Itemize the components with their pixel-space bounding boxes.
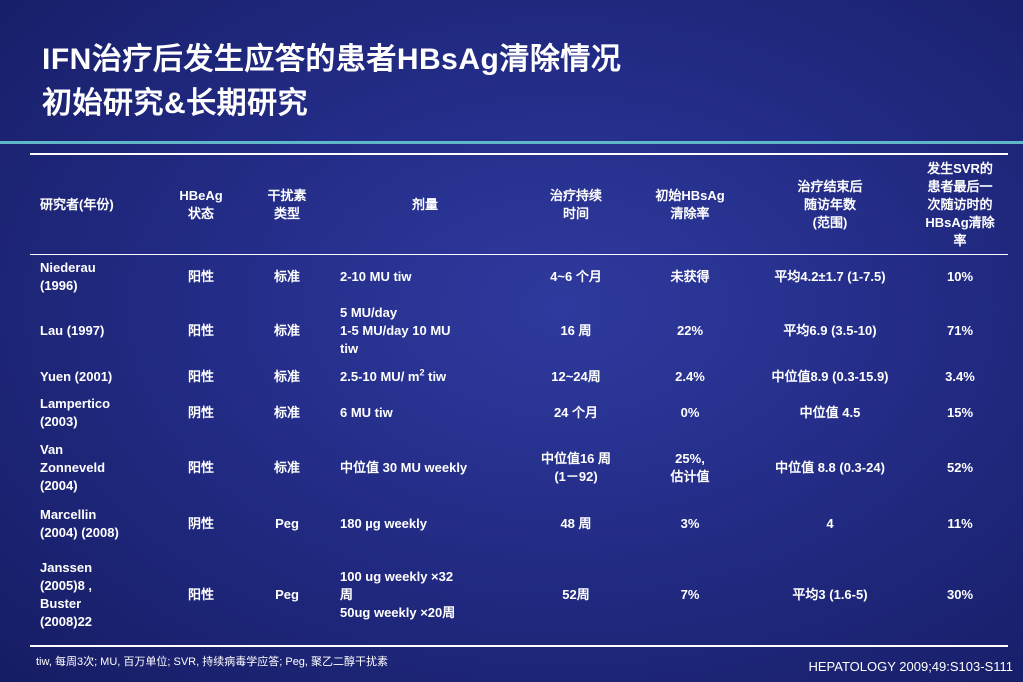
cell-study: Lau (1997) (40, 323, 105, 338)
cell-study: Niederau (1996) (40, 259, 96, 293)
cell-study: Marcellin (2004) (2008) (40, 506, 119, 540)
cell-svr-clearance: 15% (946, 405, 974, 420)
cell-svr-clearance: 10% (946, 268, 974, 284)
header-study: 研究者(年份) (40, 196, 114, 212)
cell-dose: 2-10 MU tiw (340, 268, 412, 284)
cell-dose: 中位值 30 MU weekly (340, 459, 468, 475)
table-row: Lau (1997) 阳性 标准 5 MU/day 1-5 MU/day 10 M… (30, 300, 1008, 362)
cell-followup: 4 (826, 515, 834, 531)
header-hbeag-status: HBeAg 状态 (179, 187, 223, 221)
cell-dose: 6 MU tiw (340, 405, 393, 420)
cell-followup: 平均6.9 (3.5-10) (783, 323, 877, 338)
cell-initial-clearance: 22% (676, 323, 704, 338)
cell-dose: 2.5-10 MU/ m2 tiw (340, 367, 447, 384)
abbreviation-footnote: tiw, 每周3次; MU, 百万单位; SVR, 持续病毒学应答; Peg, … (36, 656, 389, 668)
cell-study: Janssen (2005)8 , Buster (2008)22 (40, 559, 93, 629)
cell-svr-clearance: 3.4% (945, 368, 975, 384)
cell-initial-clearance: 未获得 (670, 268, 710, 284)
header-initial-clearance: 初始HBsAg 清除率 (655, 187, 725, 221)
title-divider (0, 141, 1023, 144)
hbsag-clearance-table: 研究者(年份) HBeAg 状态 干扰素 类型 剂量 治疗持续 时间 初始HBsAg 清… (30, 156, 1008, 642)
cell-duration: 16 周 (560, 323, 592, 338)
cell-initial-clearance: 7% (680, 586, 700, 602)
title-line-1: IFN治疗后发生应答的患者HBsAg清除情况 (42, 43, 622, 76)
table-header-rule (30, 254, 1008, 255)
cell-hbeag: 阳性 (187, 368, 214, 384)
cell-svr-clearance: 11% (947, 515, 973, 531)
cell-duration: 中位值16 周 (1－92) (540, 450, 612, 484)
cell-initial-clearance: 3% (680, 515, 700, 531)
header-followup-years: 治疗结束后 随访年数 (范围) (797, 178, 863, 230)
cell-study: Van Zonneveld (2004) (40, 441, 106, 493)
header-svr-clearance: 发生SVR的 患者最后一 次随访时的 HBsAg清除率 (925, 160, 995, 248)
header-duration: 治疗持续 时间 (549, 187, 602, 221)
cell-svr-clearance: 30% (946, 586, 974, 602)
cell-followup: 平均3 (1.6-5) (792, 586, 868, 602)
cell-followup: 中位值 8.8 (0.3-24) (775, 459, 885, 475)
cell-svr-clearance: 71% (946, 323, 974, 338)
cell-dose: 100 ug weekly ×32 周 50ug weekly ×20周 (340, 568, 456, 620)
cell-hbeag: 阳性 (187, 323, 214, 338)
cell-duration: 12~24周 (551, 368, 601, 384)
cell-hbeag: 阳性 (187, 268, 214, 284)
table-top-rule (30, 153, 1008, 155)
title-line-2: 初始研究&长期研究 (42, 87, 309, 120)
table-row: Van Zonneveld (2004) 阳性 标准 中位值 30 MU weekl… (30, 435, 1008, 500)
table-row: Marcellin (2004) (2008) 阴性 Peg 180 µg wee… (30, 500, 1008, 547)
cell-hbeag: 阴性 (187, 515, 214, 531)
table-row: Yuen (2001) 阳性 标准 2.5-10 MU/ m2 tiw 12~2… (30, 362, 1008, 391)
cell-hbeag: 阴性 (187, 405, 214, 420)
cell-followup: 中位值8.9 (0.3-15.9) (771, 368, 889, 384)
cell-followup: 中位值 4.5 (799, 405, 861, 420)
table-row: Lampertico (2003) 阴性 标准 6 MU tiw 24 个月 0%… (30, 391, 1008, 435)
table-row: Janssen (2005)8 , Buster (2008)22 阳性 Peg 10… (30, 547, 1008, 642)
cell-hbeag: 阳性 (187, 459, 214, 475)
cell-ifn-type: 标准 (273, 323, 300, 338)
cell-duration: 4~6 个月 (550, 268, 602, 284)
header-ifn-type: 干扰素 类型 (267, 187, 307, 221)
cell-duration: 52周 (562, 586, 590, 602)
source-citation: HEPATOLOGY 2009;49:S103-S111 (808, 659, 1013, 674)
cell-followup: 平均4.2±1.7 (1-7.5) (774, 268, 886, 284)
cell-dose: 180 µg weekly (340, 515, 427, 531)
cell-ifn-type: Peg (275, 586, 299, 602)
cell-dose: 5 MU/day 1-5 MU/day 10 MU tiw (340, 305, 451, 356)
cell-ifn-type: 标准 (273, 368, 300, 384)
cell-ifn-type: Peg (275, 515, 299, 531)
table-row: Niederau (1996) 阳性 标准 2-10 MU tiw 4~6 个月 … (30, 253, 1008, 300)
slide-title: IFN治疗后发生应答的患者HBsAg清除情况 初始研究&长期研究 (42, 38, 621, 126)
cell-initial-clearance: 0% (680, 405, 700, 420)
cell-duration: 48 周 (560, 515, 592, 531)
cell-ifn-type: 标准 (273, 459, 300, 475)
cell-study: Lampertico (2003) (40, 396, 111, 429)
cell-ifn-type: 标准 (273, 268, 300, 284)
cell-initial-clearance: 2.4% (675, 368, 705, 384)
table-bottom-rule (30, 645, 1008, 647)
table-header-row: 研究者(年份) HBeAg 状态 干扰素 类型 剂量 治疗持续 时间 初始HBsAg 清… (30, 156, 1008, 253)
cell-ifn-type: 标准 (273, 405, 300, 420)
cell-study: Yuen (2001) (40, 368, 113, 384)
cell-initial-clearance: 25%, 估计值 (670, 450, 710, 484)
cell-duration: 24 个月 (553, 405, 599, 420)
header-dose: 剂量 (411, 196, 438, 212)
cell-hbeag: 阳性 (187, 586, 214, 602)
cell-svr-clearance: 52% (946, 459, 974, 475)
